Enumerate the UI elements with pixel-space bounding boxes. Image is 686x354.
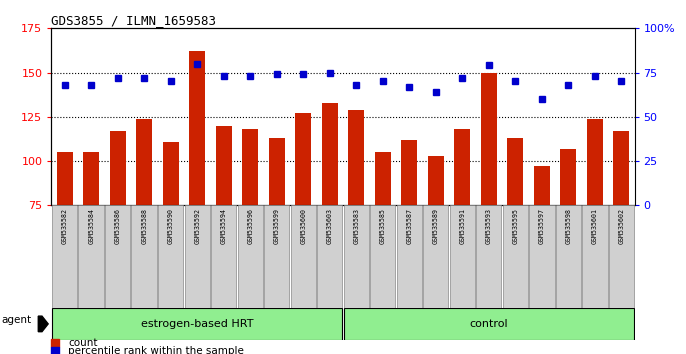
Text: GSM535586: GSM535586 (115, 209, 121, 244)
Bar (105, 205, 130, 308)
Bar (503, 205, 528, 308)
Bar (529, 205, 554, 308)
Bar (137, 119, 152, 205)
Text: GSM535595: GSM535595 (512, 209, 519, 244)
Text: GDS3855 / ILMN_1659583: GDS3855 / ILMN_1659583 (51, 14, 217, 27)
Bar (534, 166, 549, 205)
Bar (52, 308, 342, 340)
Bar (481, 73, 497, 205)
Text: GSM535593: GSM535593 (486, 209, 492, 244)
Bar (242, 129, 258, 205)
Bar (57, 152, 73, 205)
Bar (423, 205, 449, 308)
Text: GSM535591: GSM535591 (459, 209, 465, 244)
Text: GSM535582: GSM535582 (62, 209, 68, 244)
Bar (269, 138, 285, 205)
Text: GSM535597: GSM535597 (539, 209, 545, 244)
Bar (476, 205, 501, 308)
Text: GSM535589: GSM535589 (433, 209, 439, 244)
Bar (370, 205, 395, 308)
Bar (317, 205, 342, 308)
Text: GSM535602: GSM535602 (618, 209, 624, 244)
Text: GSM535590: GSM535590 (167, 209, 174, 244)
Text: control: control (469, 319, 508, 329)
Bar (560, 149, 576, 205)
Text: GSM535599: GSM535599 (274, 209, 280, 244)
Bar (237, 205, 263, 308)
Bar (608, 205, 634, 308)
Text: count: count (69, 338, 98, 348)
Bar (556, 205, 581, 308)
Bar (344, 205, 369, 308)
Text: GSM535594: GSM535594 (221, 209, 227, 244)
Bar (613, 131, 629, 205)
Bar (132, 205, 157, 308)
Bar (52, 205, 78, 308)
Bar (587, 119, 603, 205)
Bar (454, 129, 470, 205)
Text: GSM535592: GSM535592 (194, 209, 200, 244)
Bar (264, 205, 289, 308)
Bar (216, 126, 232, 205)
Text: GSM535598: GSM535598 (565, 209, 571, 244)
Bar (348, 110, 364, 205)
Text: GSM535596: GSM535596 (247, 209, 253, 244)
Bar (582, 205, 608, 308)
Bar (158, 205, 183, 308)
Bar (291, 205, 316, 308)
Text: percentile rank within the sample: percentile rank within the sample (69, 347, 244, 354)
Bar (428, 156, 444, 205)
Text: agent: agent (1, 315, 32, 325)
Bar (397, 205, 422, 308)
Bar (185, 205, 210, 308)
Bar (344, 308, 634, 340)
Text: GSM535584: GSM535584 (88, 209, 94, 244)
Text: GSM535583: GSM535583 (353, 209, 359, 244)
Text: GSM535587: GSM535587 (406, 209, 412, 244)
Text: GSM535588: GSM535588 (141, 209, 147, 244)
Bar (189, 51, 205, 205)
Bar (322, 103, 338, 205)
FancyArrow shape (38, 316, 48, 332)
Bar (375, 152, 391, 205)
Bar (83, 152, 99, 205)
Text: GSM535585: GSM535585 (380, 209, 386, 244)
Text: GSM535600: GSM535600 (300, 209, 306, 244)
Bar (449, 205, 475, 308)
Text: GSM535603: GSM535603 (327, 209, 333, 244)
Bar (78, 205, 104, 308)
Bar (508, 138, 523, 205)
Bar (163, 142, 178, 205)
Text: GSM535601: GSM535601 (592, 209, 598, 244)
Text: estrogen-based HRT: estrogen-based HRT (141, 319, 253, 329)
Bar (211, 205, 237, 308)
Bar (110, 131, 126, 205)
Bar (295, 113, 311, 205)
Bar (401, 140, 417, 205)
